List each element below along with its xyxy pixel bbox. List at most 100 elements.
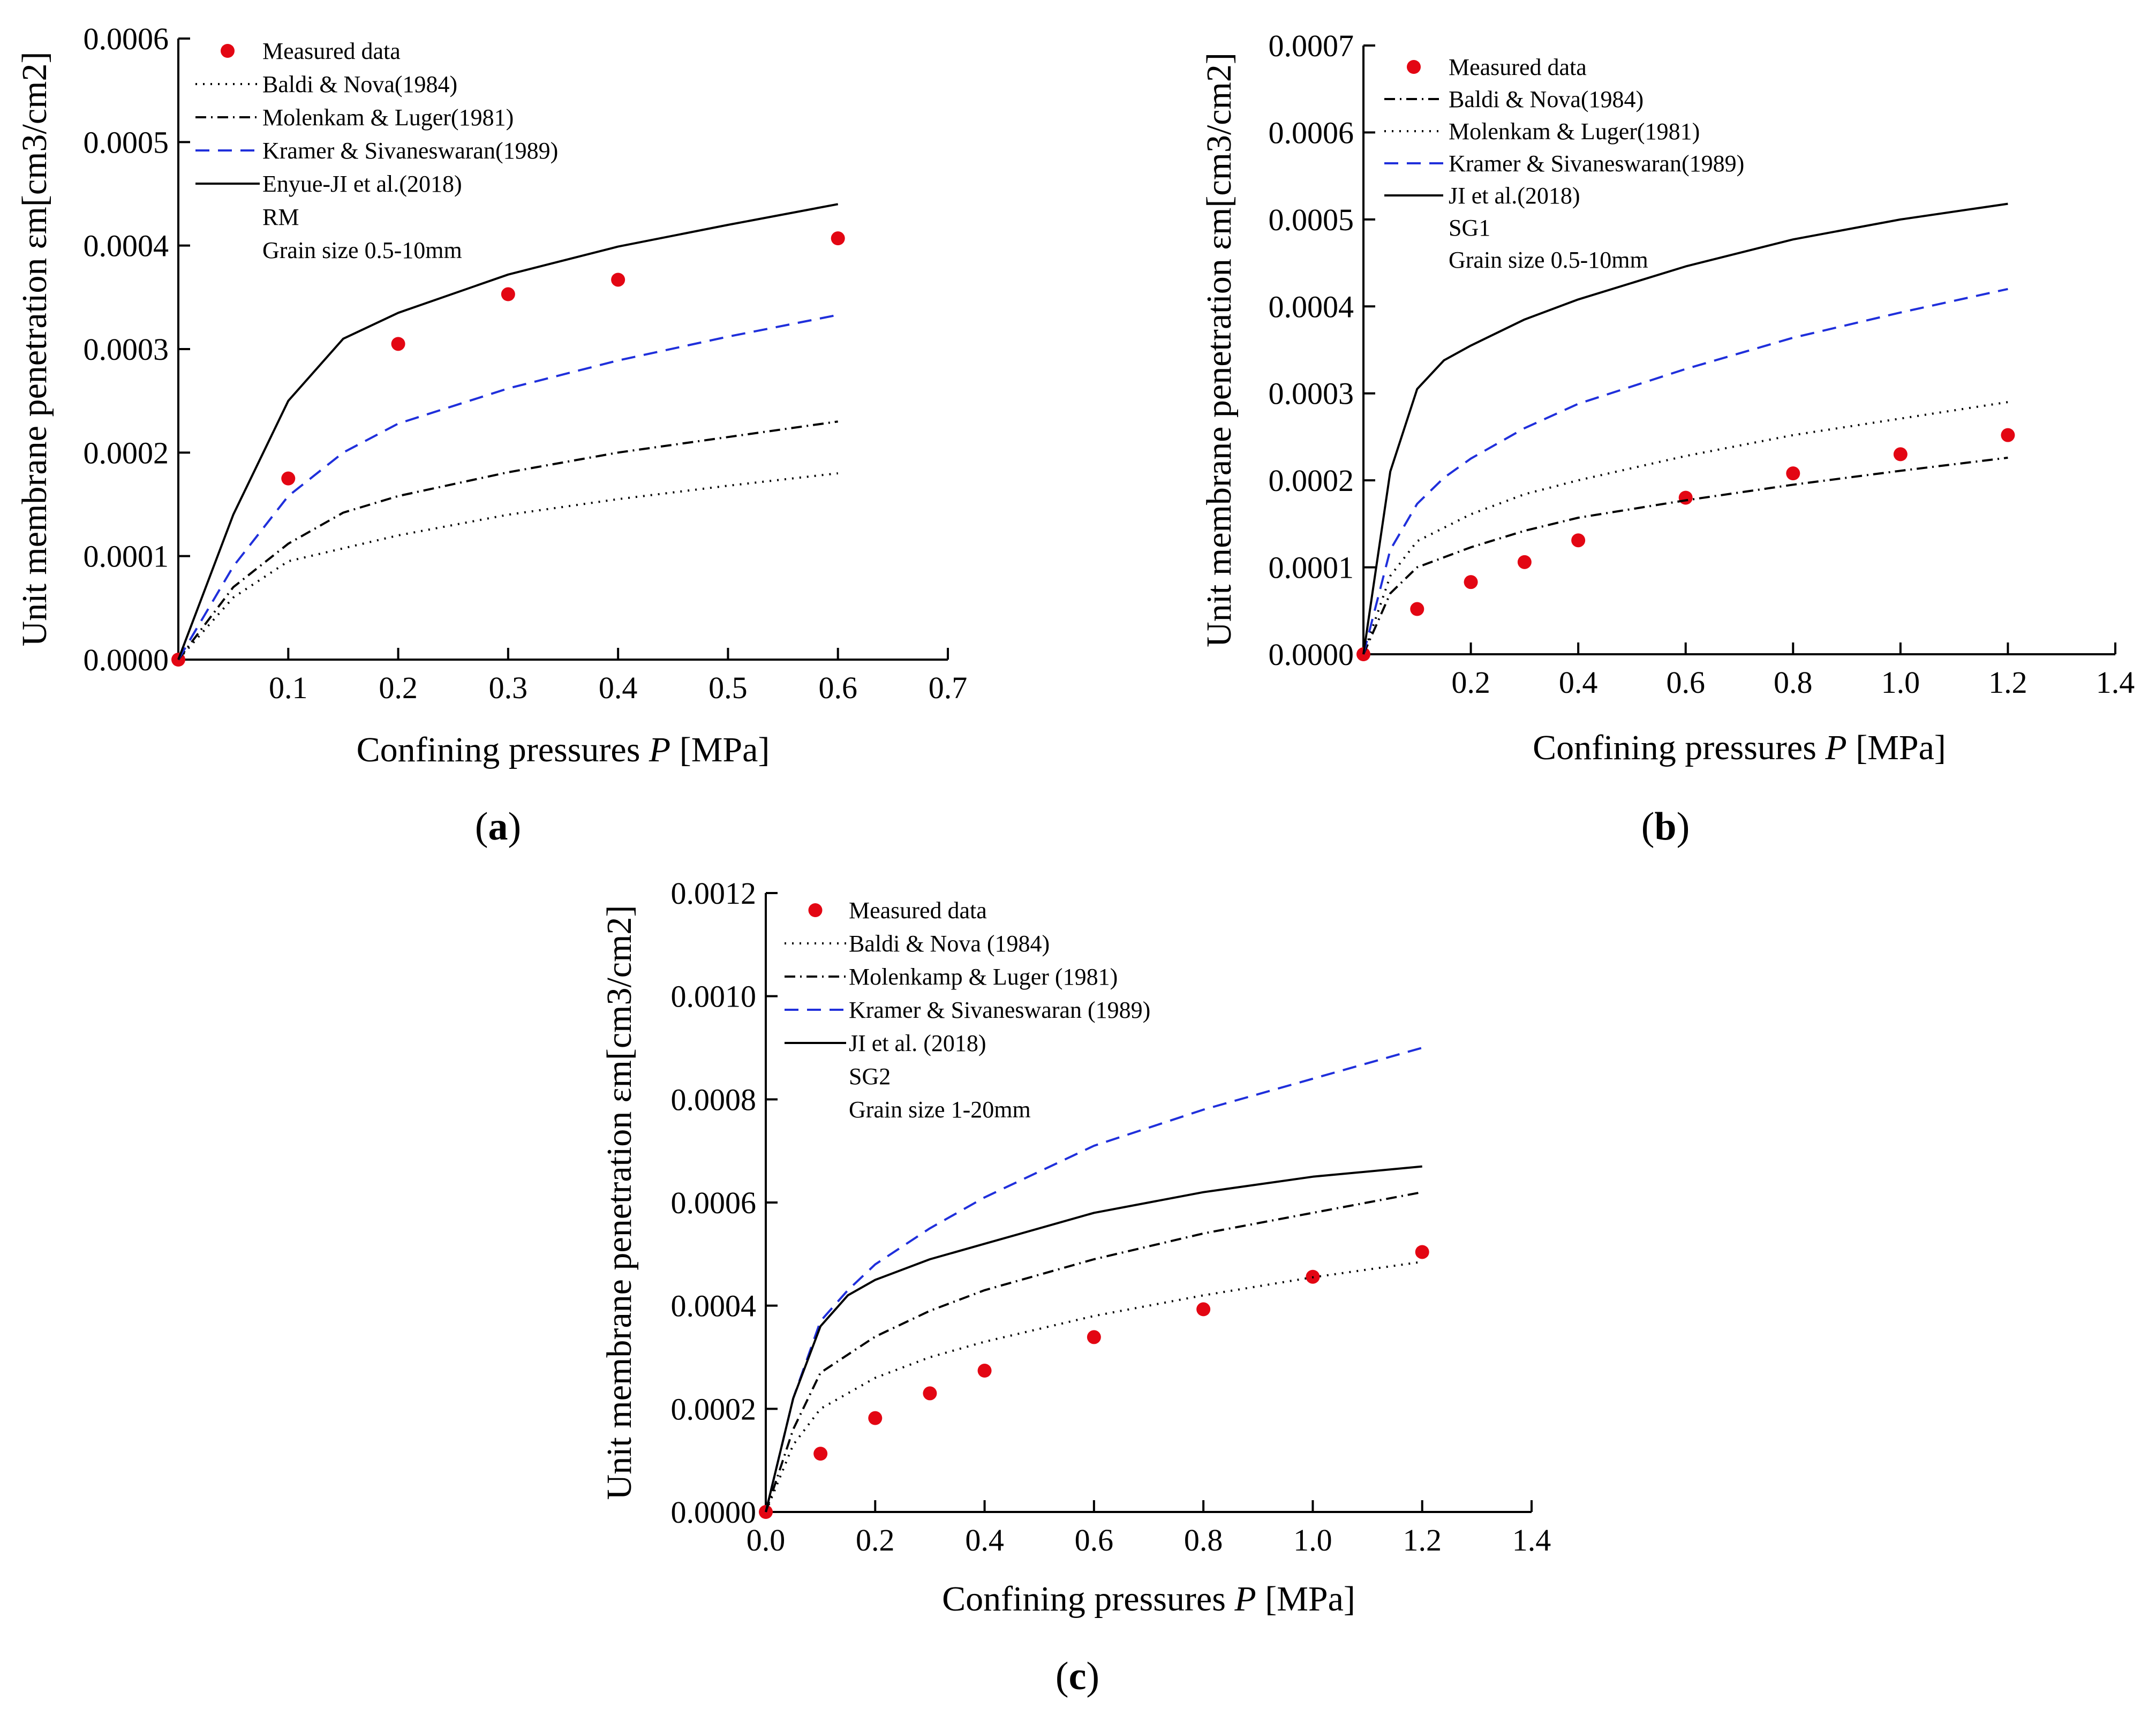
- y-tick-label: 0.0012: [671, 876, 757, 911]
- x-tick-label: 0.4: [599, 670, 638, 705]
- legend-label: Baldi & Nova (1984): [849, 931, 1050, 957]
- measured-data-point: [1571, 533, 1586, 548]
- legend-marker: [1407, 60, 1421, 74]
- x-tick-label: 0.2: [856, 1523, 895, 1557]
- measured-data-point: [611, 273, 625, 287]
- y-axis-label: Unit membrane penetration εm[cm3/cm2]: [1200, 52, 1239, 647]
- chart-panel-c: 0.00000.00020.00040.00060.00080.00100.00…: [600, 876, 1551, 1698]
- x-axis-label: Confining pressures P [MPa]: [942, 1579, 1355, 1619]
- series-line-dashed: [765, 1047, 1423, 1513]
- x-tick-label: 1.0: [1881, 665, 1920, 700]
- y-tick-label: 0.0001: [84, 539, 169, 574]
- legend-label: Baldi & Nova(1984): [262, 71, 457, 97]
- measured-data-point: [813, 1447, 828, 1461]
- y-tick-label: 0.0003: [84, 332, 169, 367]
- chart-panel-b: 0.0000 0.0001 0.0002 0.0003 0.0004 0.0005 0.00…: [1200, 28, 2135, 849]
- series-line-dotted: [177, 472, 838, 661]
- x-axis-label-variable: P: [1825, 728, 1846, 767]
- legend-note: SG1: [1449, 215, 1490, 241]
- legend: Measured data Baldi & Nova(1984) Molenkam …: [1384, 54, 1744, 273]
- measured-data-point: [868, 1411, 883, 1425]
- legend-label: Measured data: [849, 897, 987, 924]
- series-line-dashed: [1362, 288, 2008, 655]
- caption-paren-close: ): [1086, 1654, 1099, 1698]
- measured-data-point: [1196, 1302, 1211, 1317]
- x-tick-label: 1.2: [1403, 1523, 1442, 1557]
- caption-letter: b: [1654, 805, 1676, 849]
- legend-marker: [808, 903, 823, 917]
- y-tick-label: 0.0006: [84, 21, 169, 56]
- legend-label: Kramer & Sivaneswaran(1989): [1449, 150, 1744, 177]
- y-tick-label: 0.0005: [84, 125, 169, 160]
- measured-data-point: [1786, 466, 1800, 481]
- legend-label: Enyue-JI et al.(2018): [262, 171, 462, 197]
- legend-label: JI et al.(2018): [1449, 183, 1580, 209]
- measured-data-point: [2001, 428, 2015, 442]
- y-tick-label: 0.0002: [1269, 463, 1354, 498]
- caption-paren-open: (: [1056, 1654, 1069, 1698]
- y-tick-label: 0.0004: [671, 1289, 757, 1324]
- chart-panel-a: 0.0000 0.0001 0.0002 0.0003 0.0004 0.0005 0.00…: [15, 21, 967, 849]
- x-axis-label-text: Confining pressures: [1533, 728, 1825, 767]
- legend-note: RM: [262, 204, 299, 230]
- legend-marker: [221, 44, 235, 58]
- series-line-dotted: [1362, 401, 2008, 655]
- y-tick-label: 0.0000: [84, 642, 169, 677]
- measured-data-point: [923, 1386, 937, 1401]
- x-axis-label-text: Confining pressures: [357, 730, 649, 769]
- measured-data-point: [1893, 447, 1908, 462]
- series-line-dashdot: [765, 1191, 1423, 1513]
- measured-data-point: [501, 287, 515, 301]
- series-line-dashdot: [177, 420, 838, 661]
- legend-label: Molenkam & Luger(1981): [262, 104, 514, 131]
- y-tick-label: 0.0008: [671, 1082, 757, 1117]
- x-tick-label: 0.4: [1559, 665, 1598, 700]
- x-tick-label: 1.2: [1988, 665, 2027, 700]
- y-tick-label: 0.0005: [1269, 202, 1354, 237]
- caption-paren-close: ): [1677, 805, 1690, 849]
- x-tick-label: 0.8: [1184, 1523, 1223, 1557]
- x-tick-label: 0.7: [929, 670, 968, 705]
- caption-letter: c: [1069, 1654, 1087, 1698]
- series-line-solid: [1362, 202, 2008, 655]
- y-tick-label: 0.0002: [84, 435, 169, 470]
- series-line-dashdot: [1362, 456, 2008, 655]
- x-tick-label: 0.3: [489, 670, 528, 705]
- series-line-dotted: [765, 1260, 1422, 1513]
- legend-label: Molenkam & Luger(1981): [1449, 118, 1700, 145]
- caption-paren-close: ): [508, 805, 522, 849]
- y-axis-label: Unit membrane penetration εm[cm3/cm2]: [15, 52, 54, 647]
- measured-data-point: [1415, 1245, 1429, 1259]
- y-tick-label: 0.0006: [1269, 115, 1354, 150]
- x-tick-label: 0.6: [1075, 1523, 1114, 1557]
- x-tick-label: 0.2: [379, 670, 418, 705]
- x-tick-label: 0.2: [1451, 665, 1490, 700]
- measured-data-point: [1517, 555, 1532, 569]
- measured-data-point: [977, 1364, 992, 1378]
- measured-data-point: [281, 471, 296, 486]
- legend-label: Molenkamp & Luger (1981): [849, 964, 1118, 990]
- x-tick-label: 0.6: [818, 670, 857, 705]
- series-line-solid: [177, 203, 839, 660]
- measured-data-point: [1410, 602, 1424, 616]
- legend-note: SG2: [849, 1063, 891, 1090]
- y-tick-label: 0.0004: [84, 229, 169, 263]
- x-tick-label: 1.4: [1512, 1523, 1551, 1557]
- measured-data-point: [1087, 1330, 1101, 1344]
- panel-caption: (a): [475, 805, 521, 849]
- legend: Measured data Baldi & Nova(1984) Molenkam …: [195, 38, 558, 263]
- x-axis-label-variable: P: [1234, 1579, 1256, 1619]
- x-axis-label-variable: P: [649, 730, 670, 769]
- caption-letter: a: [488, 805, 508, 849]
- series-line-solid: [765, 1165, 1422, 1513]
- x-tick-label: 0.1: [269, 670, 308, 705]
- legend-label: Kramer & Sivaneswaran(1989): [262, 138, 558, 164]
- y-tick-label: 0.0002: [671, 1392, 757, 1426]
- panel-caption: (c): [1056, 1654, 1099, 1698]
- series-line-dashed: [177, 314, 839, 661]
- legend-note: Grain size 0.5-10mm: [262, 237, 462, 263]
- legend-note: Grain size 0.5-10mm: [1449, 247, 1648, 273]
- x-tick-label: 0.6: [1666, 665, 1705, 700]
- x-tick-label: 0.5: [708, 670, 748, 705]
